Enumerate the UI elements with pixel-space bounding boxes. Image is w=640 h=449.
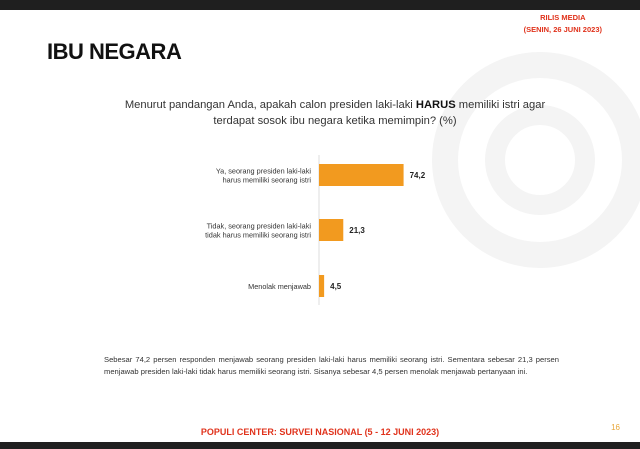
release-info: RILIS MEDIA (SENIN, 26 JUNI 2023)	[524, 12, 602, 36]
page-title: IBU NEGARA	[47, 39, 182, 64]
release-label: RILIS MEDIA	[540, 13, 586, 22]
chart-value-label: 74,2	[410, 171, 426, 180]
question-text-end: memiliki istri agar terdapat sosok ibu n…	[213, 99, 546, 127]
top-band	[0, 0, 640, 10]
chart-category-label: Tidak, seorang presiden laki-laki tidak h…	[205, 222, 311, 240]
chart-bar	[319, 164, 404, 186]
chart-value-label: 4,5	[330, 282, 342, 291]
survey-source: POPULI CENTER: SURVEI NASIONAL (5 - 12 J…	[200, 427, 440, 437]
description-text: Sebesar 74,2 persen responden menjawab s…	[104, 354, 559, 376]
chart-category-label: Ya, seorang presiden laki-laki harus memi…	[216, 167, 312, 185]
chart-bar	[319, 219, 344, 241]
chart-value-label: 21,3	[349, 226, 365, 235]
page-number: 16	[611, 423, 620, 432]
question-emphasis: HARUS	[415, 99, 456, 111]
chart-bar	[319, 275, 325, 297]
bottom-band	[0, 442, 640, 449]
bar-chart: 74,2 Ya, seorang presiden laki-laki harus …	[205, 155, 426, 305]
survey-question: Menurut pandangan Anda, apakah calon pre…	[110, 97, 560, 129]
question-text-start: Menurut pandangan Anda, apakah calon pre…	[124, 99, 416, 111]
watermark-logo-icon	[432, 52, 640, 268]
chart-category-label: Menolak menjawab	[248, 282, 311, 291]
release-date: (SENIN, 26 JUNI 2023)	[523, 25, 602, 34]
